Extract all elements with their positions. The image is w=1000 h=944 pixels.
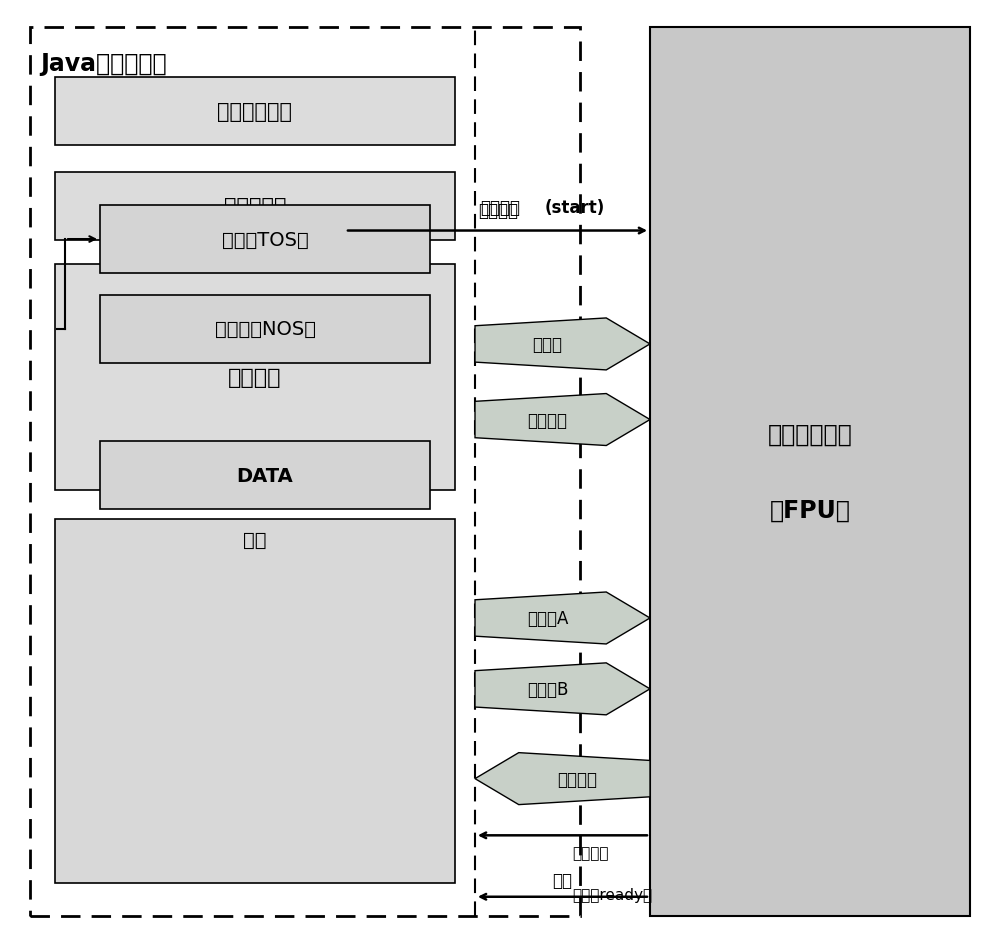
Bar <box>55 519 455 883</box>
Text: 栈顶（TOS）: 栈顶（TOS） <box>222 230 308 249</box>
Polygon shape <box>475 593 650 645</box>
Text: Java处理器核心: Java处理器核心 <box>40 52 167 76</box>
Text: 舍入方式: 舍入方式 <box>528 411 568 430</box>
Text: 异常: 异常 <box>552 870 572 889</box>
Bar <box>30 28 580 916</box>
Bar <box>100 295 430 363</box>
Text: 信号（ready）: 信号（ready） <box>572 887 653 902</box>
Text: 浮点运算单元: 浮点运算单元 <box>768 422 852 447</box>
Text: 堆栈: 堆栈 <box>243 531 267 549</box>
Polygon shape <box>475 395 650 446</box>
Polygon shape <box>475 319 650 370</box>
Bar <box>100 206 430 274</box>
Text: 译码模块: 译码模块 <box>228 367 282 388</box>
Text: 取字节码模块: 取字节码模块 <box>218 102 292 123</box>
Text: 运算符: 运算符 <box>532 335 562 354</box>
Text: 次栈顶（NOS）: 次栈顶（NOS） <box>214 320 316 339</box>
Bar <box>55 78 455 146</box>
Bar <box>100 442 430 510</box>
Text: (start): (start) <box>545 199 605 217</box>
Text: 开始信号: 开始信号 <box>480 199 520 217</box>
Text: （FPU）: （FPU） <box>770 497 850 522</box>
Bar <box>650 28 970 916</box>
Bar <box>55 173 455 241</box>
Text: 取微码模块: 取微码模块 <box>224 196 286 217</box>
Text: 运算完成: 运算完成 <box>572 845 609 860</box>
Polygon shape <box>475 753 650 804</box>
Text: 操作数A: 操作数A <box>527 609 568 628</box>
Polygon shape <box>475 663 650 716</box>
Text: 开始信号: 开始信号 <box>478 202 518 220</box>
Text: 操作数B: 操作数B <box>527 680 568 699</box>
Text: 运算结果: 运算结果 <box>558 769 598 788</box>
Text: DATA: DATA <box>237 466 293 485</box>
Bar <box>55 264 455 491</box>
